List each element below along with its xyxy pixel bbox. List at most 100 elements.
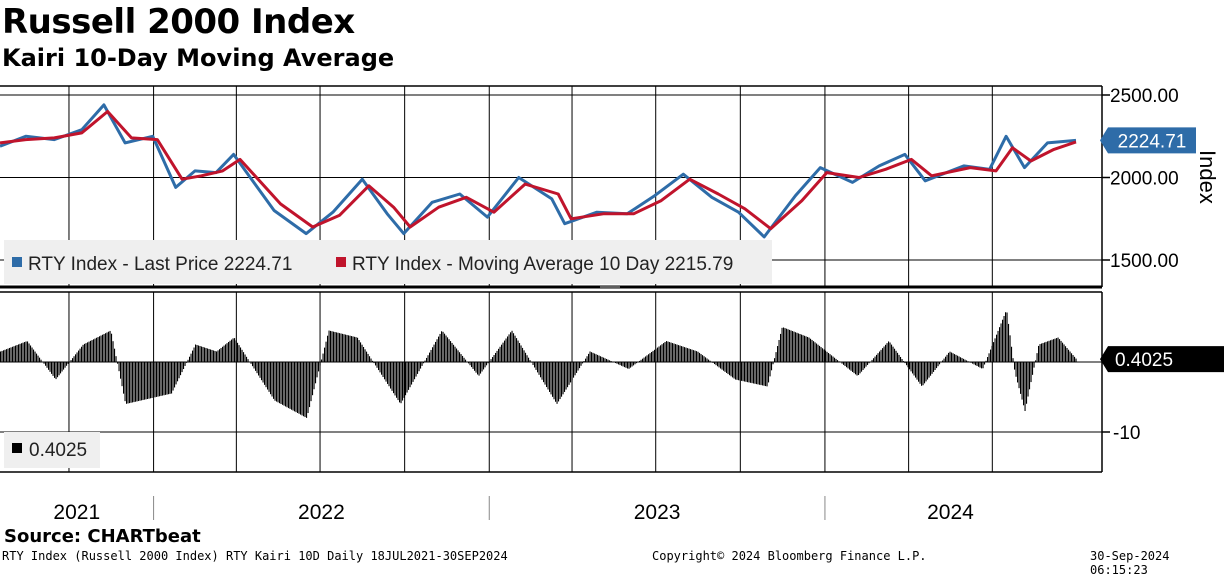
kairi-bar — [907, 362, 909, 368]
kairi-bar — [34, 351, 36, 362]
kairi-bar — [585, 358, 587, 362]
kairi-bar — [832, 356, 834, 362]
kairi-bar — [340, 333, 342, 362]
kairi-bar — [301, 362, 303, 416]
kairi-bar — [943, 358, 945, 362]
kairi-bar — [267, 362, 269, 390]
kairi-bar — [445, 335, 447, 362]
kairi-bar — [160, 362, 162, 396]
kairi-bar — [102, 334, 104, 362]
kairi-bar — [385, 362, 387, 382]
kairi-bar — [402, 362, 404, 401]
kairi-legend: 0.4025 — [12, 440, 87, 461]
kairi-bar — [582, 362, 584, 364]
kairi-bar — [447, 337, 449, 362]
kairi-bar — [126, 362, 128, 404]
kairi-bar — [901, 359, 903, 362]
kairi-bar — [1005, 312, 1007, 362]
kairi-bar — [78, 350, 80, 362]
kairi-bar — [382, 362, 384, 377]
kairi-bar — [348, 335, 350, 362]
kairi-bar — [1057, 337, 1059, 362]
kairi-bar — [961, 358, 963, 362]
kairi-bar — [1044, 342, 1046, 362]
kairi-bar — [24, 342, 26, 362]
kairi-bar — [802, 335, 804, 362]
kairi-bar — [960, 357, 962, 362]
kairi-bar — [640, 359, 642, 362]
kairi-bar — [1, 350, 3, 362]
kairi-bar — [373, 362, 375, 364]
legend-swatch — [336, 257, 346, 267]
kairi-bar — [987, 357, 989, 362]
kairi-bar — [559, 362, 561, 400]
kairi-bar — [408, 362, 410, 390]
kairi-bar — [601, 356, 603, 362]
kairi-bar — [517, 340, 519, 362]
kairi-bar — [180, 362, 182, 376]
kairi-bar — [273, 362, 275, 399]
kairi-bar — [27, 341, 29, 362]
kairi-bar — [850, 362, 852, 371]
kairi-bar — [276, 362, 278, 402]
kairi-bar — [147, 362, 149, 399]
kairi-bar — [942, 360, 944, 362]
kairi-bar — [486, 362, 488, 366]
kairi-bar — [339, 333, 341, 362]
kairi-bar — [565, 362, 567, 390]
kairi-bar — [834, 357, 836, 362]
kairi-bar — [127, 362, 129, 404]
kairi-bar — [1009, 335, 1011, 362]
kairi-bar — [1062, 342, 1064, 362]
kairi-bar — [507, 336, 509, 362]
kairi-bar — [861, 362, 863, 372]
kairi-bar — [303, 362, 305, 417]
kairi-bar — [1029, 362, 1031, 390]
kairi-bar — [703, 356, 705, 362]
kairi-bar — [513, 333, 515, 362]
kairi-bar — [321, 359, 323, 362]
kairi-bar — [997, 330, 999, 362]
kairi-bar — [319, 362, 321, 366]
kairi-bar — [897, 352, 899, 362]
kairi-bar — [163, 362, 165, 396]
kairi-bar — [234, 338, 236, 362]
kairi-bar — [817, 344, 819, 362]
kairi-bar — [1066, 347, 1068, 362]
kairi-bar — [256, 362, 258, 374]
kairi-bar — [426, 357, 428, 362]
kairi-bar — [688, 348, 690, 362]
kairi-bar — [544, 362, 546, 385]
kairi-bar — [280, 362, 282, 405]
last-kairi-badge — [1100, 346, 1224, 373]
kairi-bar — [798, 333, 800, 362]
kairi-bar — [573, 362, 575, 378]
kairi-bar — [592, 352, 594, 362]
kairi-bar — [904, 362, 906, 364]
kairi-bar — [124, 362, 126, 402]
kairi-bar — [81, 346, 83, 362]
kairi-bar — [183, 362, 185, 370]
kairi-bar — [270, 362, 272, 395]
kairi-bar — [900, 356, 902, 362]
kairi-bar — [540, 362, 542, 378]
kairi-bar — [856, 362, 858, 376]
kairi-bar — [751, 362, 753, 384]
kairi-bar — [384, 362, 386, 380]
kairi-bar — [1042, 342, 1044, 362]
kairi-bar — [879, 351, 881, 362]
kairi-bar — [1074, 356, 1076, 362]
kairi-bar — [519, 343, 521, 362]
kairi-bar — [483, 362, 485, 370]
kairi-bar — [676, 344, 678, 362]
kairi-bar — [543, 362, 545, 383]
kairi-bar — [378, 362, 380, 371]
x-tick-label: 2022 — [298, 501, 345, 520]
kairi-bar — [115, 356, 117, 362]
kairi-bar — [414, 362, 416, 380]
kairi-bar — [369, 356, 371, 362]
kairi-bar — [814, 342, 816, 362]
kairi-bar — [720, 362, 722, 369]
kairi-bar — [159, 362, 161, 397]
kairi-bar — [211, 349, 213, 362]
